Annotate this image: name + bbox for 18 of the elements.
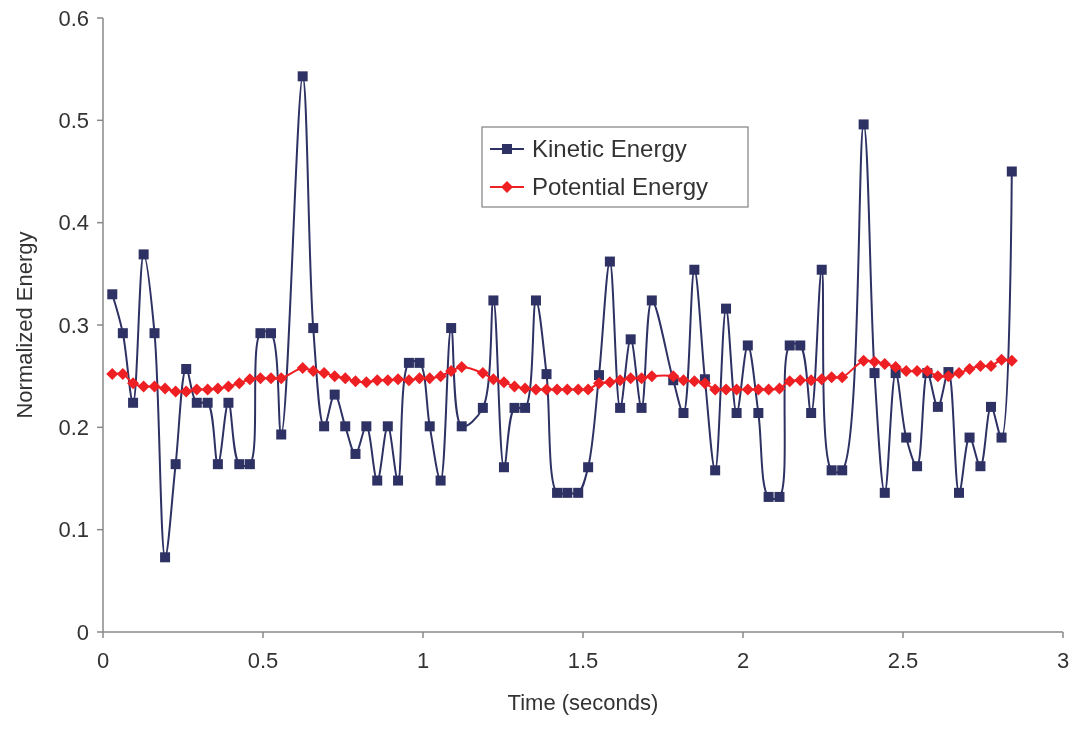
x-tick-label: 2 [736, 648, 750, 673]
x-tick-label: 1 [416, 648, 430, 673]
y-tick-label: 0.4 [58, 210, 89, 236]
y-tick-label: 0.1 [58, 517, 89, 543]
x-axis-title: Time (seconds) [507, 690, 659, 715]
y-axis-title: Normalized Energy [12, 231, 37, 419]
x-tick-label: 1.5 [567, 648, 599, 673]
y-tick-label: 0.3 [58, 312, 89, 338]
y-tick-label: 0.6 [58, 5, 89, 31]
legend-label: Kinetic Energy [532, 135, 687, 163]
y-tick-label: 0.5 [58, 108, 89, 134]
x-tick-label: 0.5 [247, 648, 279, 673]
y-tick-label: 0.2 [58, 415, 89, 441]
legend-label: Potential Energy [532, 173, 709, 201]
y-tick-label: 0 [76, 619, 89, 645]
x-tick-label: 3 [1056, 648, 1070, 673]
x-tick-label: 0 [96, 648, 110, 673]
x-tick-label: 2.5 [887, 648, 919, 673]
